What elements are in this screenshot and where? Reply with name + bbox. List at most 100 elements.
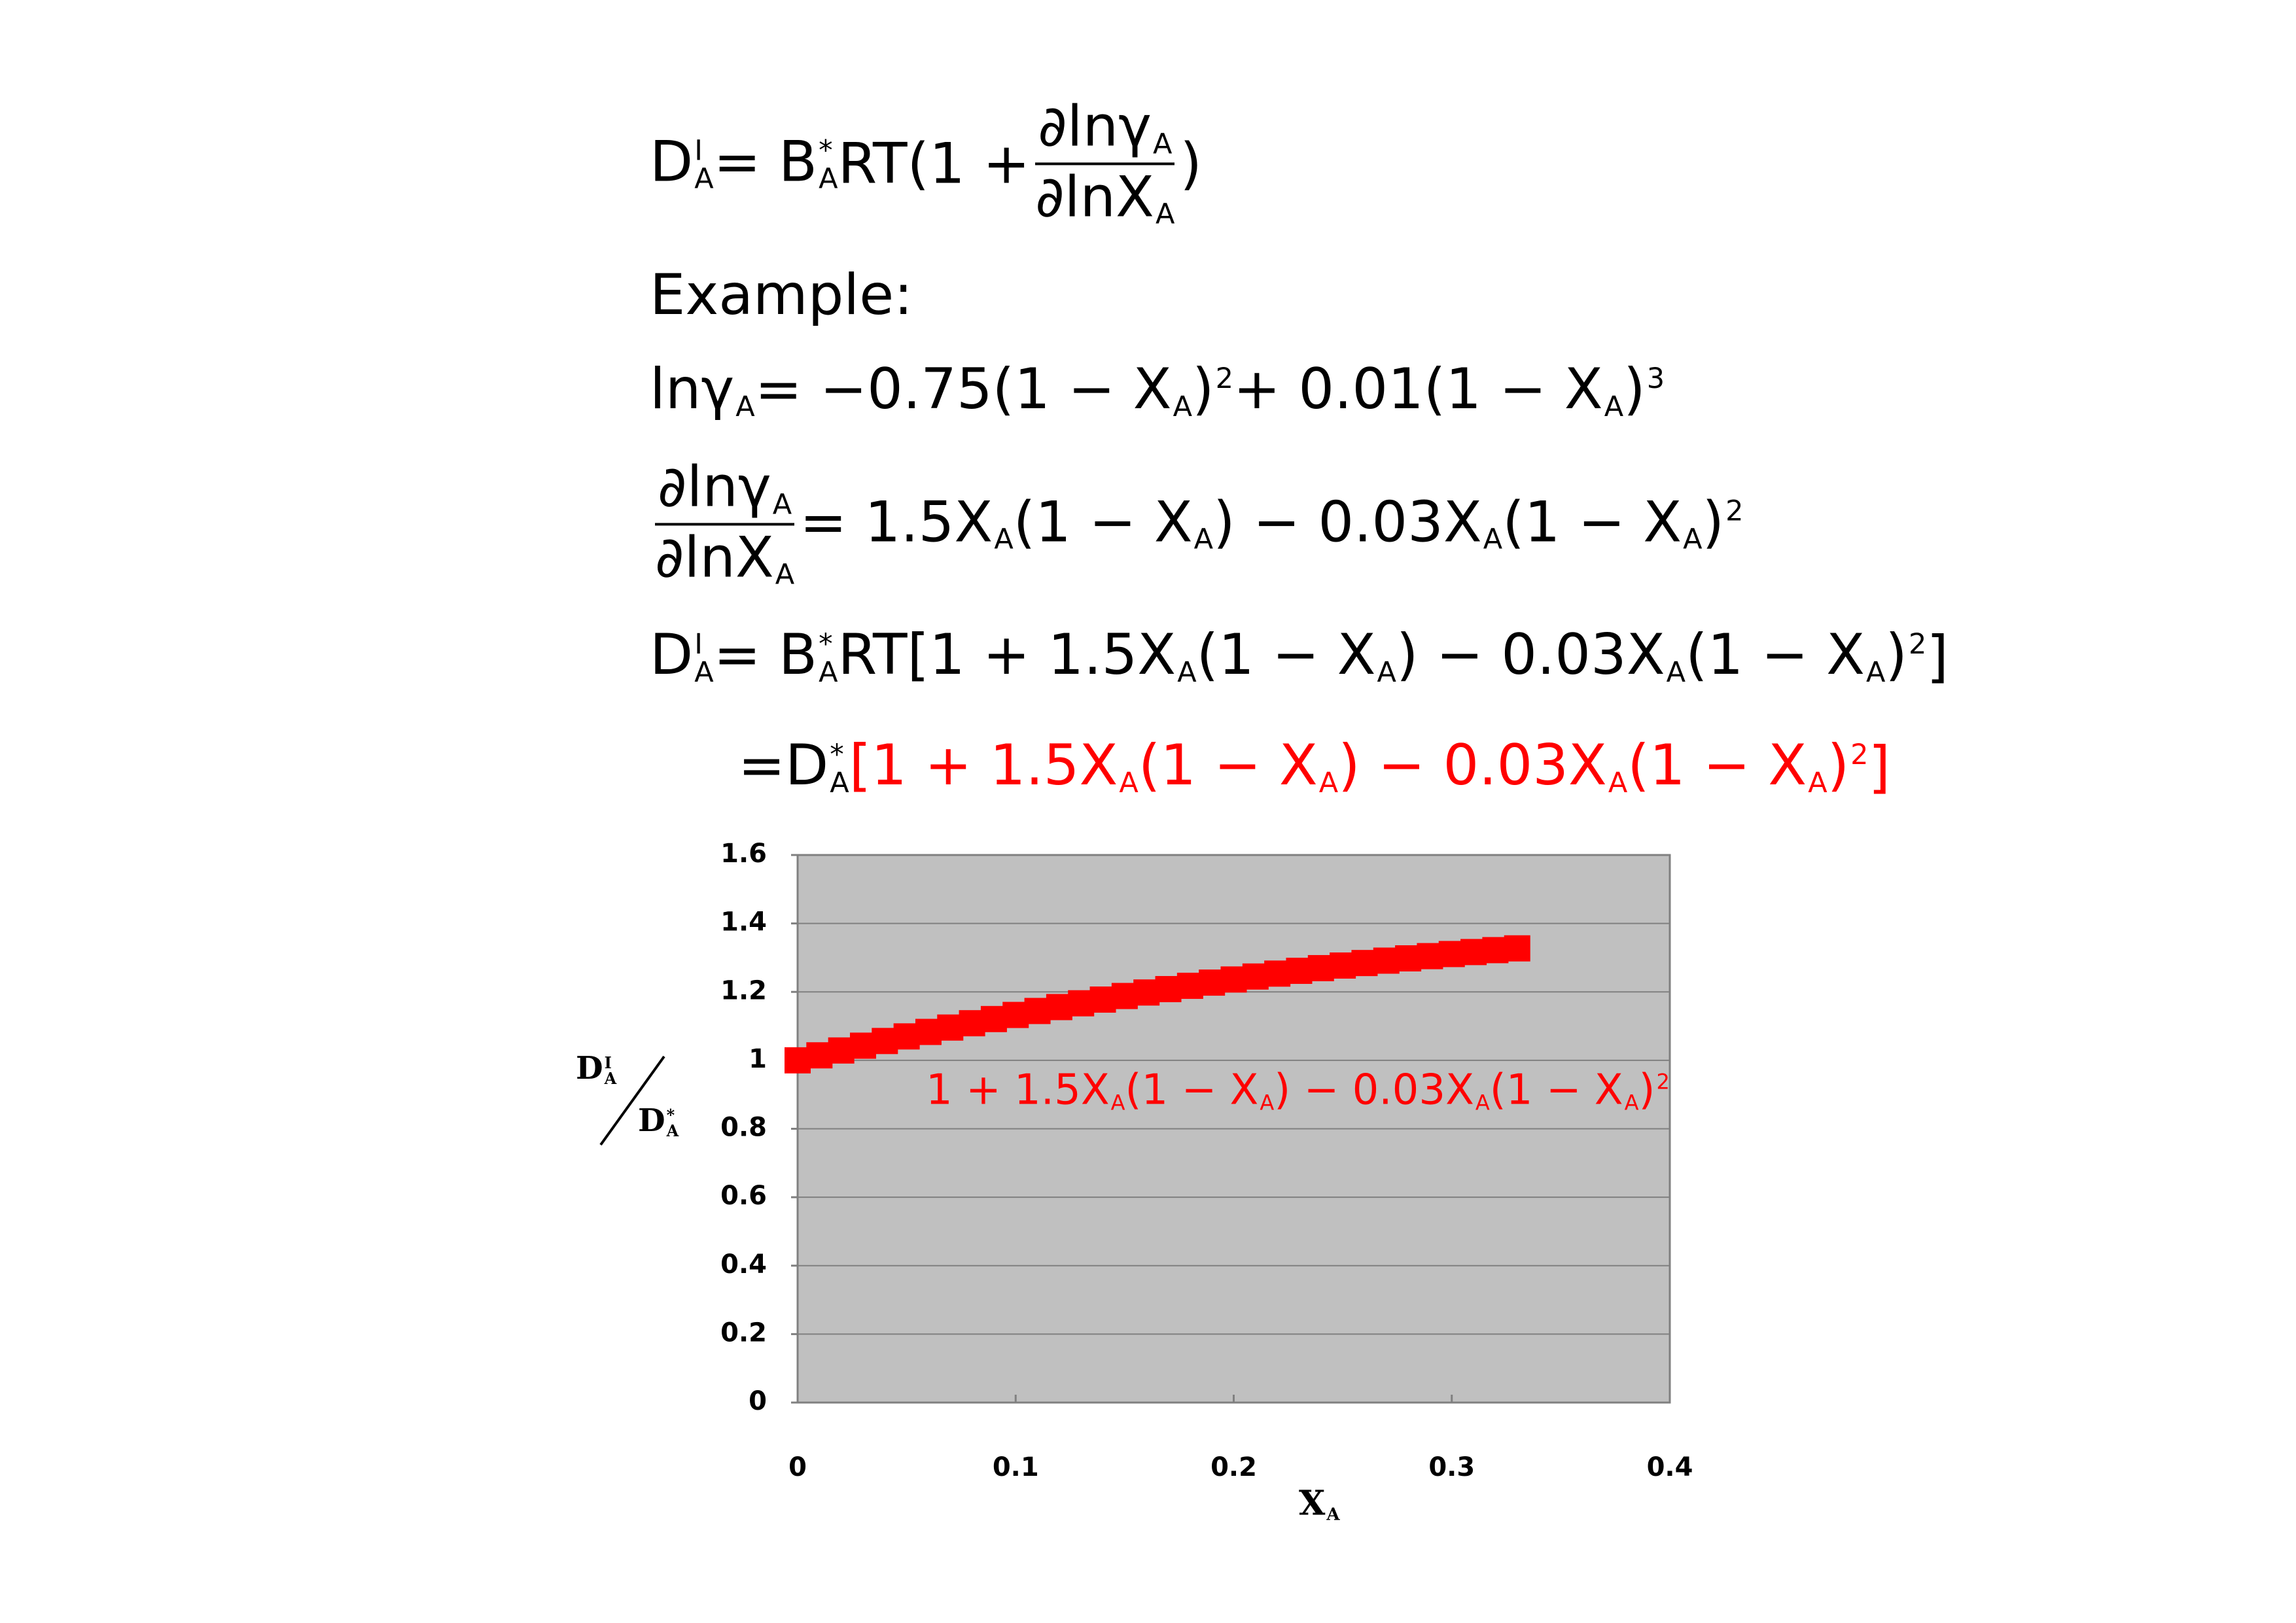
math-text: ) [1638,1066,1655,1115]
math-segment: =D * A [738,737,849,797]
scripts: * A [667,1107,679,1139]
denominator: ∂lnX A [1035,169,1174,229]
math-segment: RT[1 + 1.5X A [838,627,1196,687]
math-segment: 1 + 1.5X A [926,1069,1125,1113]
numerator: ∂lnγ A [1038,98,1172,158]
subscript: A [1193,523,1214,556]
superscript [1625,1072,1639,1092]
math-segment: ) − 0.03X A [1274,1069,1490,1113]
math-text: (1 − X [1489,1066,1623,1115]
superscript [1173,365,1192,393]
math-text: D [576,1050,603,1087]
superscript: I [604,1053,612,1072]
superscript: * [830,738,844,771]
subscript: A [819,655,838,689]
scripts: A [1483,498,1502,554]
math-segment: Example: [650,267,913,323]
superscript: I [694,134,703,167]
math-text: ) [1192,357,1214,423]
math-text: ] [1868,735,1891,800]
scripts: * A [830,741,849,797]
scripts: A [1667,631,1686,687]
superscript [1156,173,1174,201]
scripts: A [1683,498,1702,554]
subscript: A [1173,390,1192,423]
math-text: = B [713,622,818,688]
equation: ∂lnγ A ∂lnX A = 1.5X A (1 − X A) − 0.03X A (1 − … [650,459,1743,589]
superscript: * [819,627,833,661]
math-segment: ∂lnγ A ∂lnX A [1035,98,1175,229]
subscript: A [1110,1090,1125,1115]
math-segment: lnγ A [650,361,755,421]
math-text: ∂lnX [1035,164,1154,230]
subscript: A [1683,523,1703,556]
math-text: D [638,1102,665,1139]
subscript: A [1483,523,1503,556]
superscript [1153,102,1172,130]
scripts: A [1808,741,1827,797]
math-text: ) − 0.03X [1338,733,1607,799]
superscript [1177,631,1196,659]
numerator: ∂lnγ A [658,459,792,519]
superscript [773,462,792,491]
superscript [1111,1072,1125,1092]
math-text: ) [1885,622,1907,688]
superscript: 2 [1215,362,1233,395]
math-segment: D * A [638,1102,679,1139]
subscript: A [1155,198,1175,231]
superscript [1683,498,1702,526]
math-text: ) − 0.03X [1213,489,1482,555]
math-text: (1 − X [1502,489,1682,555]
subscript: A [1608,766,1628,799]
math-text: = 1.5X [800,489,993,555]
x-tick-label: 0 [788,1452,807,1482]
subscript: A [1260,1090,1275,1115]
math-segment: ∂lnγ A ∂lnX A [655,459,795,589]
math-text: 1 + 1.5X [926,1066,1110,1115]
scripts: A [1625,1072,1639,1113]
y-tick-label: 0.8 [720,1113,767,1143]
scripts: A [1475,1072,1490,1113]
math-text: (1 − X [1196,622,1376,688]
subscript: A [604,1068,617,1088]
fraction-bar [655,523,795,525]
scripts: A [1319,741,1338,797]
math-text: + 0.01(1 − X [1233,357,1603,423]
subscript [1216,393,1233,421]
math-segment: ) − 0.03X A [1396,627,1686,687]
math-segment: RT(1 + [838,135,1030,192]
annotation: 1 + 1.5X A (1 − X A) − 0.03X A (1 − X A) 2 [926,1069,1670,1113]
y-tick-label: 1 [749,1044,767,1074]
superscript [1326,1489,1339,1506]
scripts: A [1260,1072,1274,1113]
math-segment: ) 2 [1828,737,1869,797]
math-text: = −0.75(1 − X [754,357,1172,423]
y-tick-label: 0.6 [720,1181,767,1211]
scripts: A [735,365,754,421]
scripts: A [1111,1072,1125,1113]
scripts: A [1194,498,1213,554]
scripts: A [1377,631,1396,687]
math-segment: ) 2 [1885,627,1926,687]
subscript: A [1666,655,1686,689]
denominator: D * A [638,1102,679,1139]
subscript: A [994,523,1014,556]
scripts: * A [819,627,838,689]
subscript: A [735,390,755,423]
equation: Example: [650,267,913,323]
fraction-bar [1035,162,1175,165]
math-text: X [1299,1483,1326,1524]
subscript: A [1624,1090,1639,1115]
